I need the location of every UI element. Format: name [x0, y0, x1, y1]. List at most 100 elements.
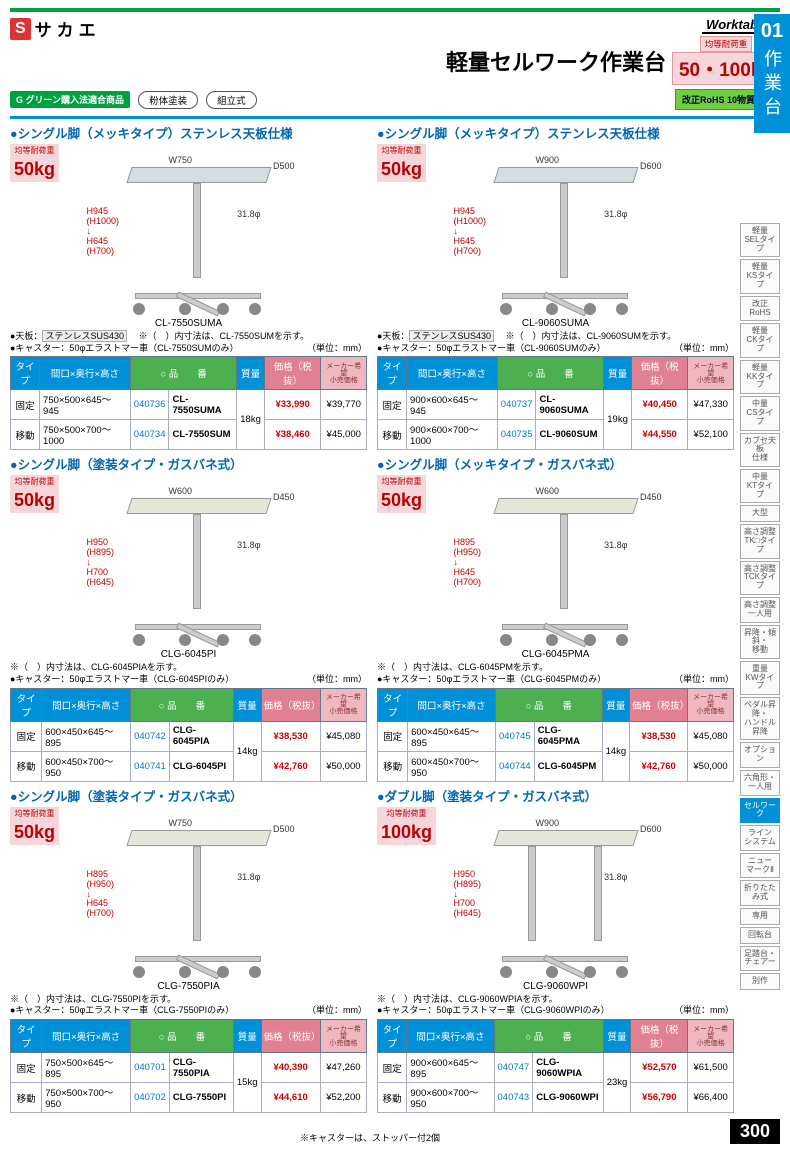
side-index-item[interactable]: 軽量 KKタイプ	[740, 360, 780, 394]
row-dim: 600×450×645〜895	[408, 721, 496, 751]
row-dim: 750×500×645〜 945	[40, 390, 131, 420]
dim-w: W900	[536, 818, 560, 828]
side-index-item[interactable]: 中量 CSタイプ	[740, 396, 780, 430]
row-price: ¥44,610	[261, 1083, 320, 1113]
row-ordcode: 040745	[496, 721, 535, 751]
brand-s-icon: S	[10, 18, 31, 40]
product-notes: ※（ ）内寸法は、CLG-6045PIAを示す。 ●キャスター：50φエラストマ…	[10, 662, 367, 685]
row-type: 固定	[11, 390, 40, 420]
row-price: ¥42,760	[261, 751, 320, 781]
product-notes: ※（ ）内寸法は、CLG-7550PIを示す。 ●キャスター：50φエラストマー…	[10, 994, 367, 1017]
row-mass: 19kg	[604, 390, 632, 450]
th-code: ○ 品 番	[130, 357, 236, 390]
row-model: CL-9060SUMA	[536, 390, 604, 420]
row-mass: 15kg	[233, 1053, 261, 1113]
row-model: CLG-7550PIA	[169, 1053, 233, 1083]
green-badge: G グリーン購入法適合商品	[10, 91, 130, 108]
th-mass: 質量	[604, 357, 632, 390]
th-dim: 間口×奥行×高さ	[407, 357, 498, 390]
side-index-item[interactable]: 高さ調整 TCKタイプ	[740, 561, 780, 595]
product-notes: ●天板：ステンレスSUS430 ※（ ）内寸法は、CL-7550SUMを示す。 …	[10, 331, 367, 354]
desk-schematic: W750 D500 H895 (H950) ↓ H645 (H700) 31.8…	[89, 830, 289, 980]
dim-dia: 31.8φ	[237, 872, 260, 882]
th-maker: メーカー希望 小売価格	[688, 1020, 734, 1053]
side-index-item[interactable]: 足踏台・ チェアー	[740, 946, 780, 972]
side-index-item[interactable]: 重量 KWタイプ	[740, 661, 780, 695]
th-maker: メーカー希望 小売価格	[688, 357, 734, 390]
row-dim: 600×450×645〜895	[42, 721, 131, 751]
th-price: 価格（税抜）	[261, 1020, 320, 1053]
row-price: ¥42,760	[630, 751, 688, 781]
row-price: ¥52,570	[631, 1053, 688, 1083]
dim-dia: 31.8φ	[237, 540, 260, 550]
th-maker: メーカー希望 小売価格	[320, 1020, 366, 1053]
page-title: 軽量セルワーク作業台	[446, 45, 666, 77]
side-index-item[interactable]: 回転台	[740, 927, 780, 944]
row-listprice: ¥47,260	[320, 1053, 366, 1083]
side-index-item[interactable]: 別作	[740, 973, 780, 990]
brand-logo: S サカエ	[10, 16, 101, 41]
row-listprice: ¥66,400	[688, 1083, 734, 1113]
side-index-item[interactable]: 改正RoHS	[740, 296, 780, 322]
product-notes: ●天板：ステンレスSUS430 ※（ ）内寸法は、CL-9060SUMを示す。 …	[377, 331, 734, 354]
side-index-item[interactable]: カブセ天板 仕様	[740, 433, 780, 467]
side-index-item[interactable]: 昇降・傾斜・ 移動	[740, 625, 780, 659]
row-model: CLG-6045PI	[169, 751, 233, 781]
dim-w: W600	[169, 486, 193, 496]
side-index-item[interactable]: 中量 KTタイプ	[740, 469, 780, 503]
side-index-item[interactable]: 軽量 KSタイプ	[740, 259, 780, 293]
row-listprice: ¥61,500	[688, 1053, 734, 1083]
row-type: 固定	[378, 390, 407, 420]
row-model: CLG-9060WPI	[533, 1083, 604, 1113]
side-index-item[interactable]: セルワーク	[740, 798, 780, 824]
th-dim: 間口×奥行×高さ	[40, 357, 131, 390]
row-ordcode: 040737	[497, 390, 536, 420]
section-tab: 01 作業台	[754, 14, 790, 133]
blue-divider	[10, 116, 780, 119]
row-model: CL-9060SUM	[536, 420, 604, 450]
brand-name: サカエ	[35, 16, 101, 41]
th-type: タイプ	[11, 1020, 42, 1053]
row-dim: 900×600×700〜950	[407, 1083, 494, 1113]
th-mass: 質量	[233, 1020, 261, 1053]
side-index-item[interactable]: 専用	[740, 908, 780, 925]
th-mass: 質量	[603, 1020, 631, 1053]
desk-schematic: W750 D500 H945 (H1000) ↓ H645 (H700) 31.…	[89, 167, 289, 317]
side-index-item[interactable]: ライン システム	[740, 825, 780, 851]
product-title: ダブル脚（塗装タイプ・ガスバネ式）	[377, 786, 734, 805]
side-index-item[interactable]: ペダル昇降・ ハンドル昇降	[740, 697, 780, 740]
row-ordcode: 040747	[494, 1053, 533, 1083]
page-footer: ※キャスターは、ストッパー付2個 300	[10, 1119, 780, 1144]
row-ordcode: 040742	[131, 721, 170, 751]
dim-w: W900	[536, 155, 560, 165]
row-listprice: ¥52,100	[688, 420, 734, 450]
row-price: ¥38,460	[264, 420, 321, 450]
th-dim: 間口×奥行×高さ	[408, 688, 496, 721]
th-price: 価格（税抜）	[264, 357, 321, 390]
side-index-item[interactable]: オプション	[740, 742, 780, 768]
side-index-item[interactable]: 高さ調整 TK□タイプ	[740, 524, 780, 558]
row-price: ¥40,390	[261, 1053, 320, 1083]
side-index-item[interactable]: 高さ調整 一人用	[740, 597, 780, 623]
desk-schematic: W900 D600 H945 (H1000) ↓ H645 (H700) 31.…	[456, 167, 656, 317]
product-figure: 均等耐荷重 50kg W750 D500 H945 (H1000) ↓ H645…	[10, 144, 367, 324]
spec-table: タイプ 間口×奥行×高さ ○ 品 番 質量 価格（税抜） メーカー希望 小売価格…	[10, 688, 367, 782]
side-index-item[interactable]: 軽量 SELタイプ	[740, 223, 780, 257]
row-type: 移動	[378, 751, 408, 781]
side-index-item[interactable]: 大型	[740, 505, 780, 522]
top-bar: S サカエ Worktables 軽量セルワーク作業台 均等耐荷重 50・100…	[10, 8, 780, 85]
row-type: 移動	[378, 1083, 407, 1113]
side-index-item[interactable]: 折りたたみ式	[740, 880, 780, 906]
th-price: 価格（税抜）	[630, 688, 688, 721]
side-index-item[interactable]: ニュー マークⅡ	[740, 853, 780, 879]
side-index: 軽量 SELタイプ軽量 KSタイプ改正RoHS軽量 CKタイプ軽量 KKタイプ中…	[740, 223, 780, 1113]
row-dim: 750×500×700〜950	[42, 1083, 131, 1113]
row-price: ¥33,990	[264, 390, 321, 420]
dim-w: W750	[169, 818, 193, 828]
spec-table: タイプ 間口×奥行×高さ ○ 品 番 質量 価格（税抜） メーカー希望 小売価格…	[377, 688, 734, 782]
row-model: CLG-6045PIA	[169, 721, 233, 751]
row-listprice: ¥39,770	[321, 390, 367, 420]
side-index-item[interactable]: 六角形・ 一人用	[740, 770, 780, 796]
side-index-item[interactable]: 軽量 CKタイプ	[740, 323, 780, 357]
row-model: CLG-6045PMA	[534, 721, 602, 751]
